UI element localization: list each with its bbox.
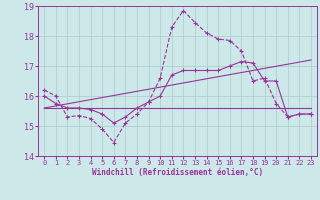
X-axis label: Windchill (Refroidissement éolien,°C): Windchill (Refroidissement éolien,°C) <box>92 168 263 177</box>
